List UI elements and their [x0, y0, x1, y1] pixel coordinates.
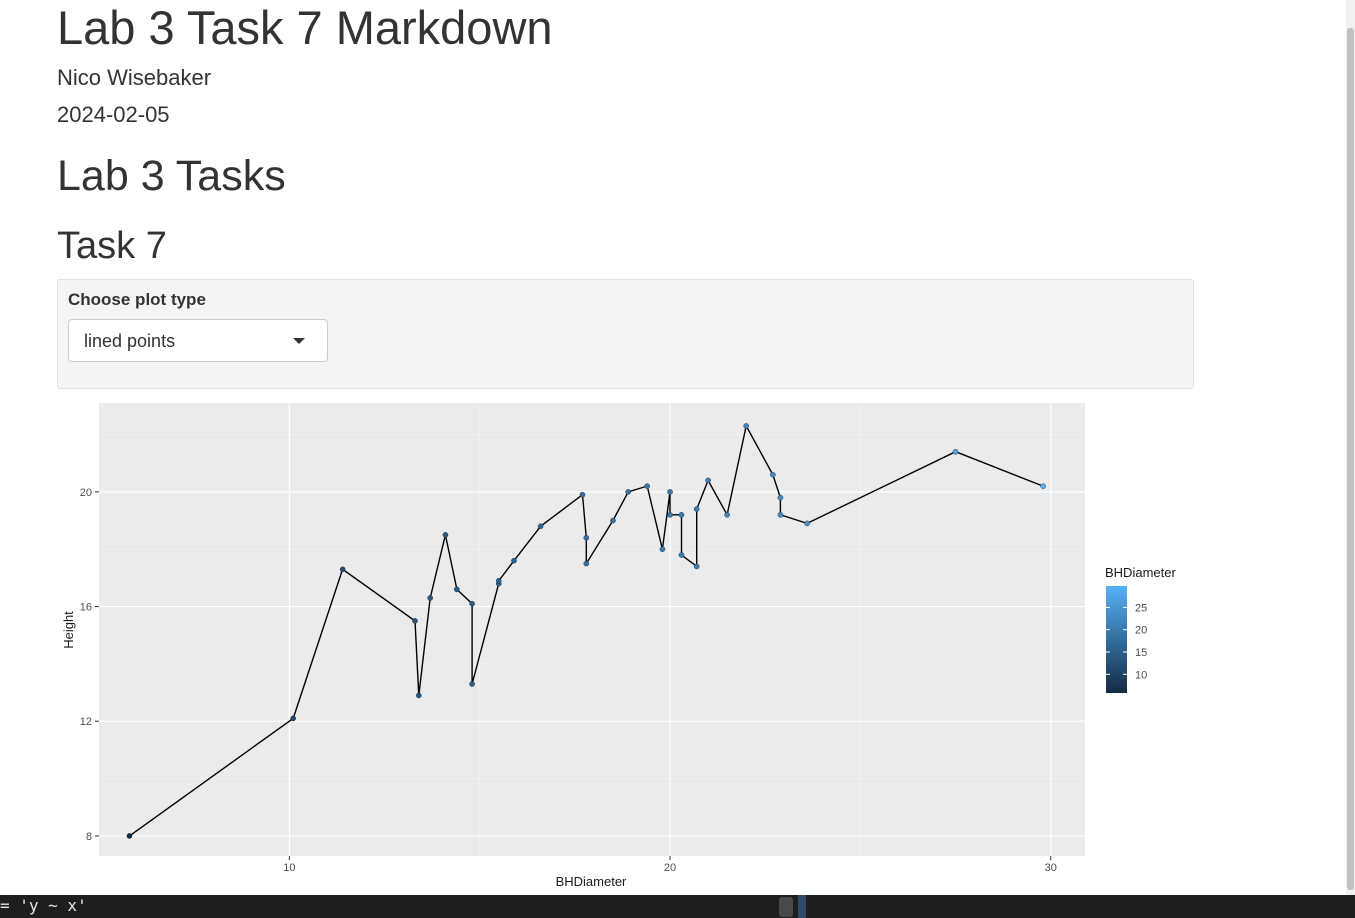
legend-colorbar: [1106, 586, 1127, 693]
data-point: [469, 600, 475, 607]
scrollbar-thumb[interactable]: [1347, 28, 1354, 890]
y-tick-label: 20: [80, 487, 92, 499]
data-point: [667, 489, 673, 495]
x-tick-label: 10: [283, 862, 295, 874]
data-point: [667, 512, 673, 518]
data-point: [693, 563, 700, 570]
data-point: [678, 552, 685, 558]
data-point: [644, 483, 651, 489]
data-point: [511, 557, 517, 564]
data-point: [427, 595, 434, 601]
resize-handle[interactable]: [779, 897, 793, 917]
data-point: [579, 491, 586, 498]
data-point: [537, 523, 544, 530]
x-tick-label: 30: [1045, 862, 1057, 874]
plot-panel: [99, 403, 1085, 856]
data-point: [412, 618, 418, 624]
data-point: [659, 546, 666, 553]
y-tick-label: 16: [80, 602, 92, 614]
legend-tick-label: 20: [1135, 625, 1147, 637]
data-point: [743, 423, 749, 429]
x-axis-label: BHDiameter: [556, 874, 627, 889]
chevron-down-icon[interactable]: [293, 338, 305, 344]
data-point: [777, 512, 784, 518]
console-bar: = 'y ~ x': [0, 895, 1355, 918]
section-heading: Lab 3 Tasks: [57, 152, 286, 200]
x-tick-label: 20: [664, 862, 676, 874]
data-point: [625, 489, 631, 495]
legend-title: BHDiameter: [1105, 565, 1176, 580]
subsection-heading: Task 7: [57, 225, 167, 267]
data-point: [126, 833, 133, 839]
data-point: [770, 471, 776, 478]
data-point: [415, 692, 422, 699]
data-point: [693, 506, 700, 512]
data-point: [339, 566, 346, 573]
y-tick-label: 12: [80, 716, 92, 728]
author-name: Nico Wisebaker: [57, 65, 212, 90]
data-point: [705, 477, 711, 484]
legend-tick-label: 10: [1135, 669, 1147, 681]
data-point: [583, 534, 590, 541]
data-points: [126, 423, 1046, 839]
data-point: [610, 517, 616, 524]
legend-tick-label: 25: [1135, 602, 1147, 614]
console-output: = 'y ~ x': [0, 896, 87, 915]
data-point: [454, 586, 460, 593]
page-scrollbar[interactable]: [1346, 0, 1355, 895]
page-title: Lab 3 Task 7 Markdown: [57, 1, 553, 54]
color-legend: BHDiameter 10 15 20 25: [1105, 565, 1176, 693]
legend-tick-label: 15: [1135, 647, 1147, 659]
data-point: [290, 715, 296, 722]
data-point: [495, 577, 502, 584]
console-indicator: [798, 895, 806, 918]
data-point: [678, 512, 685, 518]
plot-type-select[interactable]: lined points: [68, 319, 328, 362]
series-path: [129, 423, 1044, 837]
data-point: [777, 494, 784, 501]
y-axis-label: Height: [61, 611, 76, 649]
y-tick-label: 8: [86, 831, 92, 843]
data-point: [442, 532, 449, 538]
input-panel: Choose plot type lined points: [57, 279, 1194, 389]
data-point: [952, 448, 959, 455]
plot-output: 10 20 30 8 12 16 20 BHDiameter Height BHDiamet…: [57, 394, 1197, 894]
data-point: [1040, 483, 1046, 489]
document-date: 2024-02-05: [57, 102, 170, 127]
scatter-line-chart: 10 20 30 8 12 16 20 BHDiameter Height BHDiamet…: [61, 403, 1176, 889]
grid-lines: [99, 403, 1085, 856]
data-point: [804, 520, 810, 527]
plot-type-selected-value: lined points: [84, 331, 176, 351]
series-line: [129, 423, 1044, 837]
axis-ticks: 10 20 30 8 12 16 20: [80, 487, 1057, 874]
data-point: [469, 681, 475, 687]
plot-type-label: Choose plot type: [68, 290, 206, 309]
data-point: [583, 560, 590, 567]
data-point: [724, 512, 730, 518]
